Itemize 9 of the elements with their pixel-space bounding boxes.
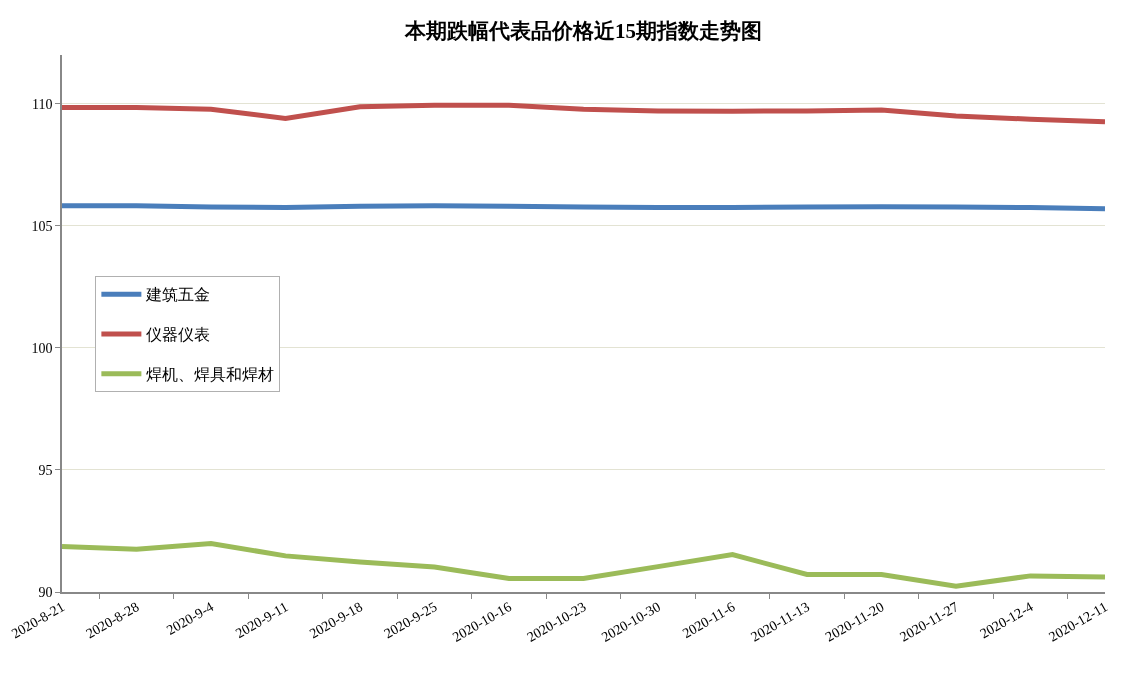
legend-label: 建筑五金 xyxy=(145,286,211,304)
y-tick-label: 95 xyxy=(38,462,53,478)
y-tick-label: 105 xyxy=(31,218,53,234)
legend-label: 焊机、焊具和焊材 xyxy=(146,365,275,383)
y-tick-label: 110 xyxy=(31,96,53,112)
y-tick-label: 100 xyxy=(31,340,53,356)
chart-title: 本期跌幅代表品价格近15期指数走势图 xyxy=(404,18,762,43)
y-tick-label: 90 xyxy=(38,584,53,600)
legend-label: 仪器仪表 xyxy=(146,326,211,344)
